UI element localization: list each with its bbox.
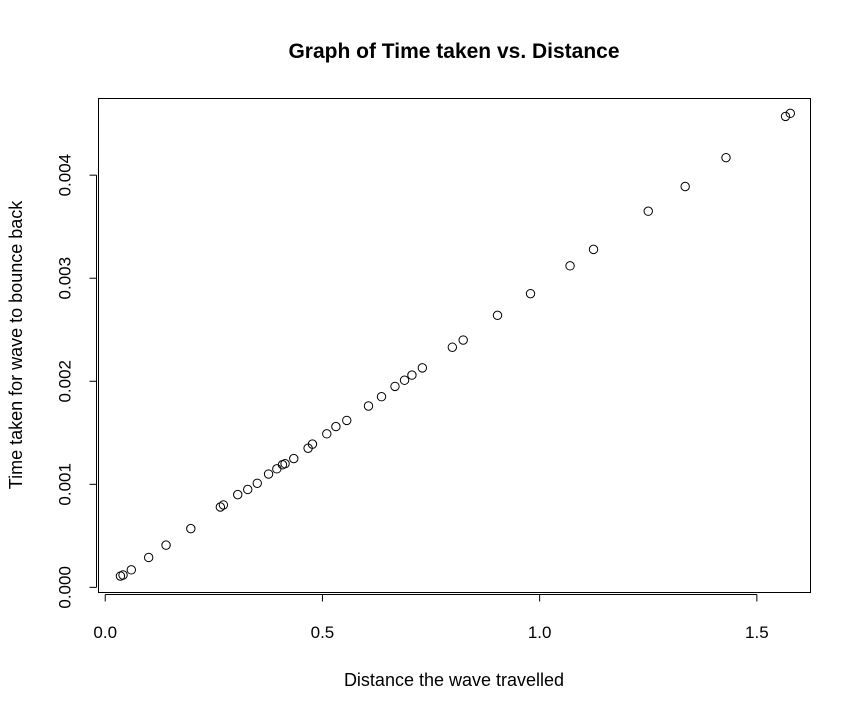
data-point [399,375,410,385]
data-point [721,152,731,163]
y-tick-label: 0.000 [56,566,75,609]
data-point [126,565,136,575]
data-point [289,453,299,464]
data-point [458,335,468,345]
data-point [307,439,318,449]
data-point [363,401,374,411]
y-axis: 0.000 0.001 0.002 0.003 0.004 [56,154,97,609]
data-point [322,429,332,439]
x-tick-label: 1.5 [745,623,769,642]
data-point [643,206,653,216]
data-point [785,108,795,119]
data-point [376,392,387,402]
data-point [263,469,274,479]
data-point [215,502,226,512]
data-point [525,288,536,299]
y-axis-label: Time taken for wave to bounce back [6,200,26,489]
x-tick-label: 1.0 [528,623,552,642]
data-point [272,464,282,474]
x-tick-label: 0.0 [93,623,117,642]
y-tick-label: 0.001 [56,463,75,506]
y-tick-label: 0.004 [56,154,75,197]
data-point [243,484,253,495]
y-tick-label: 0.003 [56,257,75,300]
data-point [390,381,400,392]
data-point [565,261,575,271]
data-point [780,111,791,122]
plot-frame [98,98,811,593]
data-point [161,540,171,550]
data-point [588,244,599,255]
y-tick-label: 0.002 [56,360,75,403]
data-point [252,478,262,488]
x-axis: 0.0 0.5 1.0 1.5 [93,594,769,642]
data-point [280,459,290,469]
data-point [331,421,341,432]
data-point [118,570,128,580]
data-point [143,552,154,563]
chart-title: Graph of Time taken vs. Distance [288,40,619,63]
data-point [218,500,229,510]
x-tick-label: 0.5 [311,623,335,642]
data-point [186,523,196,534]
data-point [492,310,503,321]
data-point [233,489,243,500]
data-point [680,181,690,192]
data-point [417,363,428,373]
data-points [115,108,795,581]
data-point [342,415,352,426]
data-point [447,342,458,352]
data-point [407,370,417,380]
x-axis-label: Distance the wave travelled [344,670,564,690]
